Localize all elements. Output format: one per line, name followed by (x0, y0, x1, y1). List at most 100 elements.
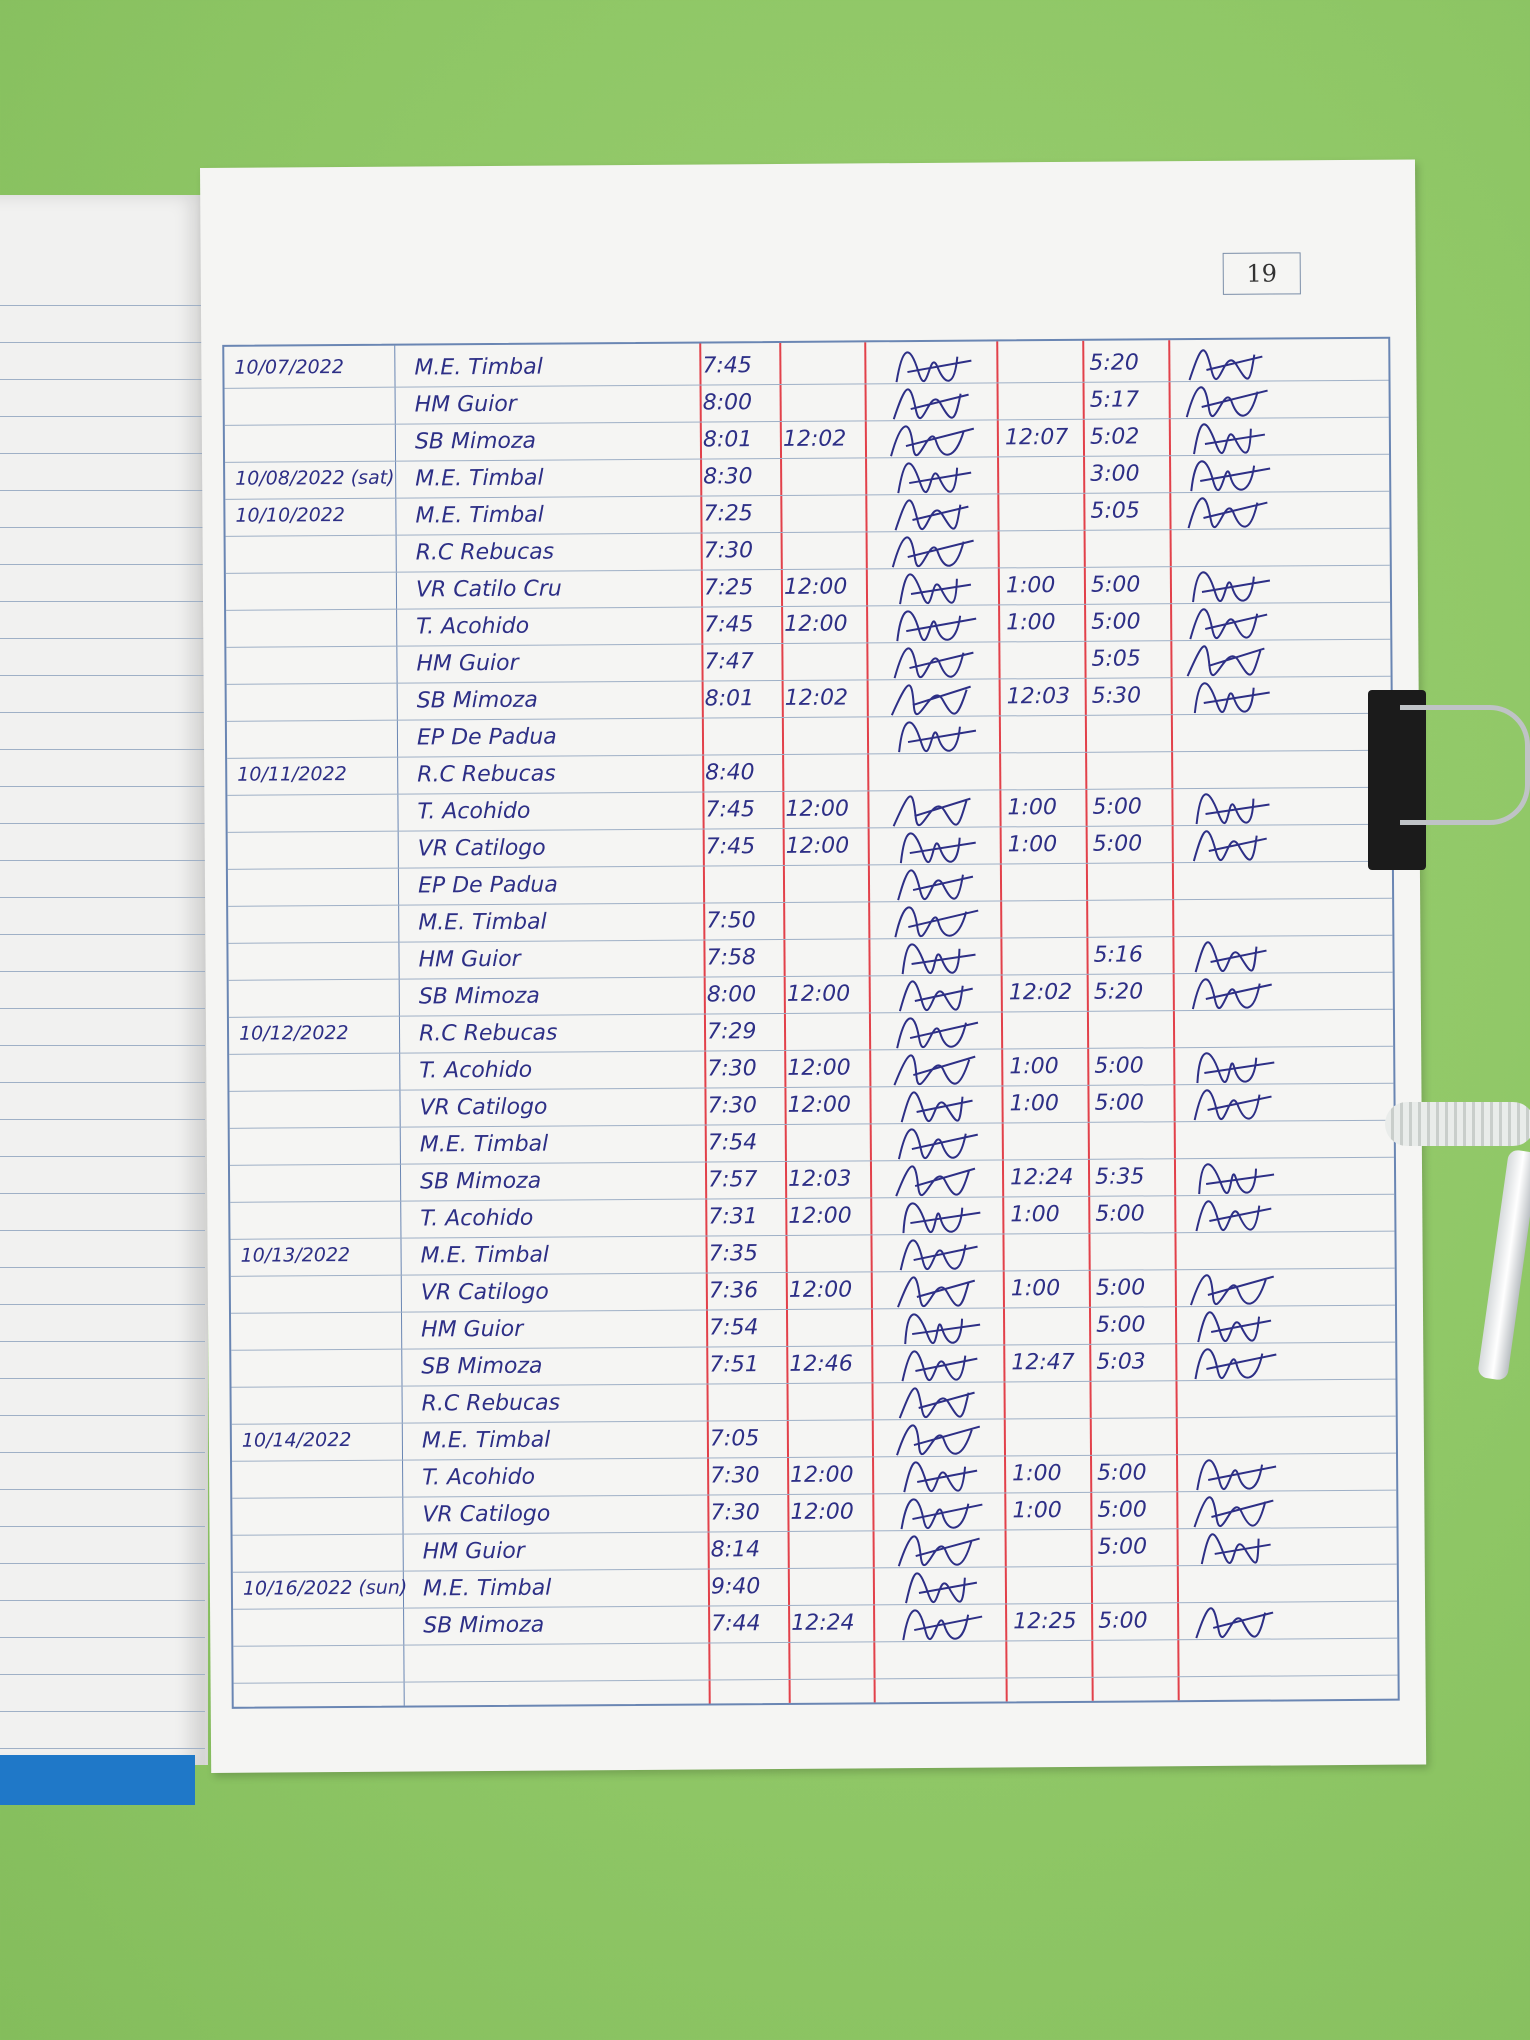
signature (896, 1424, 981, 1456)
signature (1190, 460, 1271, 492)
time-out-am: 12:02 (784, 685, 849, 711)
log-date: 10/11/2022 (237, 762, 347, 786)
time-in-am: 7:54 (707, 1130, 758, 1156)
ruled-line (0, 490, 205, 491)
ruled-line (0, 1156, 205, 1157)
log-row: T. Acohido 7:30 12:00 1:00 5:00 (229, 1048, 1393, 1093)
ruled-line (0, 1415, 205, 1416)
time-in-pm: 12:24 (1009, 1164, 1074, 1191)
signature (897, 462, 972, 494)
employee-name: VR Catilogo (417, 835, 546, 862)
employee-name: HM Guior (418, 946, 521, 973)
signature (1198, 1163, 1275, 1195)
employee-name: SB Mimoza (418, 983, 540, 1010)
employee-name: T. Acohido (420, 1205, 534, 1232)
time-out-pm: 5:00 (1097, 1460, 1147, 1486)
log-date: 10/12/2022 (238, 1021, 349, 1045)
employee-name: SB Mimoza (421, 1353, 543, 1380)
time-out-pm: 5:05 (1091, 646, 1141, 672)
signature (1193, 1496, 1274, 1528)
log-row: 10/07/2022 M.E. Timbal 7:45 5:20 (224, 345, 1388, 390)
ruled-line (0, 1045, 205, 1046)
time-out-am: 12:46 (789, 1351, 853, 1377)
signature (1196, 1052, 1275, 1084)
signature (1195, 1200, 1272, 1232)
time-in-pm: 1:00 (1007, 795, 1057, 821)
signature (1194, 941, 1267, 973)
ruled-line (0, 675, 205, 676)
ruled-line (0, 1008, 205, 1009)
time-out-am: 12:00 (788, 1277, 853, 1303)
time-out-am: 12:24 (791, 1610, 855, 1636)
log-date: 10/16/2022 (sun) (242, 1576, 408, 1600)
employee-name: VR Catilo Cru (415, 576, 562, 603)
employee-name: HM Guior (421, 1316, 524, 1343)
time-in-am: 7:25 (703, 501, 753, 527)
time-out-am: 12:00 (786, 981, 851, 1007)
time-out-pm: 5:05 (1090, 498, 1140, 524)
ruled-line (0, 1711, 205, 1712)
signature (1185, 386, 1268, 418)
signature (899, 573, 972, 605)
signature (1194, 1348, 1277, 1380)
signature (896, 610, 977, 642)
time-out-am: 12:00 (790, 1462, 854, 1488)
time-in-am: 8:14 (710, 1537, 761, 1563)
log-date: 10/07/2022 (234, 356, 344, 379)
time-in-am: 7:45 (705, 797, 755, 823)
log-row: 10/13/2022 M.E. Timbal 7:35 (230, 1233, 1394, 1278)
signature (904, 1313, 981, 1345)
ruled-line (233, 1674, 1398, 1684)
employee-name: SB Mimoza (414, 428, 537, 455)
time-out-pm: 5:00 (1097, 1497, 1147, 1523)
signature (1188, 349, 1263, 381)
log-row: HM Guior 7:47 5:05 (226, 641, 1390, 686)
ruled-line (0, 342, 205, 343)
log-row: HM Guior 7:58 5:16 (228, 937, 1392, 982)
signature (1197, 1311, 1272, 1343)
ruled-line (0, 1600, 205, 1601)
signature (893, 1054, 976, 1086)
time-out-pm: 5:00 (1096, 1312, 1146, 1338)
log-row: HM Guior 7:54 5:00 (231, 1307, 1395, 1352)
pen (1477, 1149, 1530, 1381)
ruled-line (0, 305, 205, 306)
time-out-pm: 5:00 (1094, 1053, 1144, 1079)
signature (902, 1202, 981, 1234)
signature (898, 980, 973, 1012)
employee-name: M.E. Timbal (415, 502, 544, 529)
time-out-pm: 5:00 (1091, 609, 1141, 635)
time-in-am: 8:00 (706, 982, 757, 1008)
time-in-pm: 12:47 (1011, 1349, 1075, 1376)
time-in-pm: 1:00 (1012, 1498, 1062, 1524)
time-in-am: 7:50 (706, 908, 756, 934)
employee-name: EP De Padua (416, 724, 557, 751)
time-out-am: 12:02 (782, 426, 847, 452)
employee-name: M.E. Timbal (415, 465, 544, 492)
employee-name: T. Acohido (417, 798, 531, 825)
log-row: VR Catilogo 7:45 12:00 1:00 5:00 (228, 826, 1392, 871)
time-out-am: 12:00 (785, 796, 849, 822)
ruled-line (0, 860, 205, 861)
ruled-line (0, 564, 205, 565)
time-out-pm: 5:35 (1094, 1164, 1145, 1190)
ruled-line (0, 1526, 205, 1527)
log-row: HM Guior 8:00 5:17 (225, 382, 1389, 427)
time-in-am: 7:29 (706, 1019, 757, 1045)
employee-name: SB Mimoza (423, 1612, 545, 1639)
employee-name: HM Guior (422, 1538, 525, 1565)
employee-name: VR Catilogo (422, 1501, 551, 1528)
employee-name: M.E. Timbal (422, 1575, 552, 1602)
time-out-pm: 5:17 (1089, 387, 1140, 413)
log-row: T. Acohido 7:31 12:00 1:00 5:00 (230, 1196, 1394, 1241)
signature (1195, 1607, 1274, 1639)
attendance-table: 10/07/2022 M.E. Timbal 7:45 5:20 HM Guior 8:0… (222, 336, 1400, 1709)
log-row: 10/12/2022 R.C Rebucas 7:29 (229, 1011, 1393, 1056)
time-in-pm: 1:00 (1006, 610, 1056, 636)
log-row: EP De Padua (228, 863, 1392, 908)
employee-name: EP De Padua (417, 872, 558, 899)
page-number: 19 (1222, 252, 1301, 295)
signature (903, 1461, 978, 1493)
time-out-pm: 5:02 (1089, 424, 1140, 450)
log-row: 10/14/2022 M.E. Timbal 7:05 (232, 1418, 1396, 1463)
